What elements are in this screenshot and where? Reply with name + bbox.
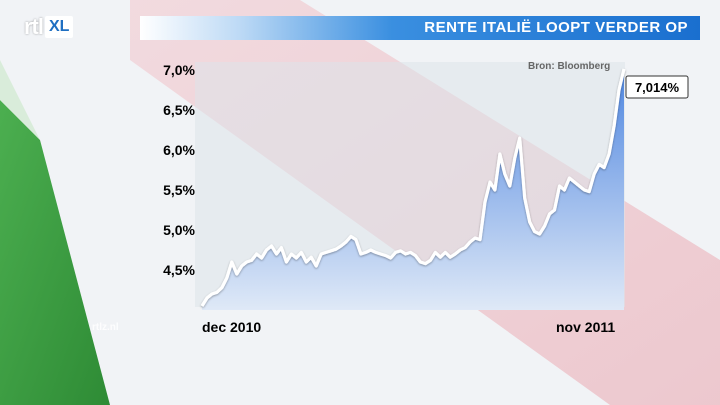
y-tick-label: 7,0% — [163, 62, 195, 78]
y-tick-label: 6,0% — [163, 142, 195, 158]
y-tick-label: 4,5% — [163, 262, 195, 278]
x-end-label: nov 2011 — [556, 319, 615, 335]
logo-rtl-text: rtl — [24, 14, 44, 39]
chart-title: RENTE ITALIË LOOPT VERDER OP — [424, 19, 688, 36]
y-tick-label: 6,5% — [163, 102, 195, 118]
y-tick-label: 5,5% — [163, 182, 195, 198]
series-line — [200, 68, 626, 307]
channel-logo: rtl XL — [24, 14, 74, 40]
last-value-callout: 7,014% — [625, 75, 689, 99]
area-fill — [202, 68, 624, 311]
last-value-label: 7,014% — [635, 80, 680, 95]
source-label: Bron: Bloomberg — [528, 61, 611, 72]
logo-xl-text: XL — [45, 16, 74, 38]
watermark-text: rtlz.nl — [92, 322, 119, 333]
y-tick-label: 5,0% — [163, 222, 195, 238]
x-start-label: dec 2010 — [202, 319, 261, 335]
title-bar: RENTE ITALIË LOOPT VERDER OP — [140, 16, 700, 40]
